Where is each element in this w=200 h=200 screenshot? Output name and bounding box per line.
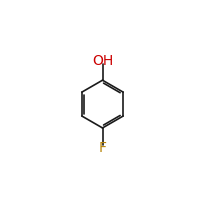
Text: OH: OH	[92, 54, 113, 68]
Text: F: F	[98, 141, 106, 155]
